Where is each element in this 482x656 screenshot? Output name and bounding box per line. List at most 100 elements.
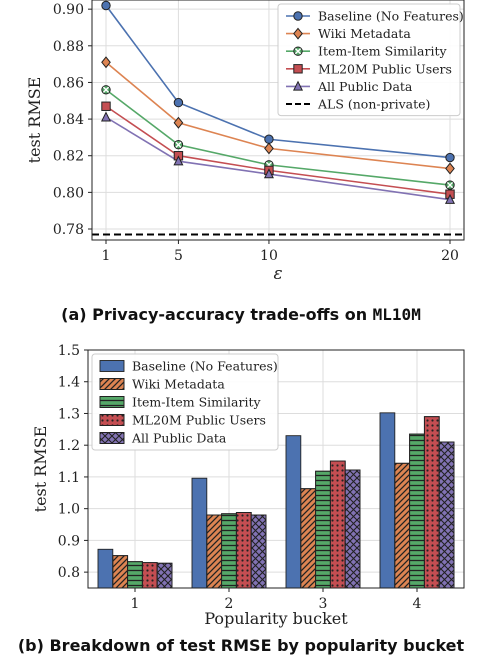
chart-b-bar-ml20m [423,416,440,589]
chart-a-series-lines [105,5,451,201]
chart-a-x-axis-label: ε [273,264,282,284]
chart-b-bar-baseline [97,548,114,589]
chart-a-legend: Baseline (No Features) Wiki Metadata Item-… [277,3,464,117]
chart-b-x-tick-label: 1 [131,596,140,612]
chart-a-y-tick-label: 0.88 [53,39,84,55]
chart-a-y-tick-label: 0.84 [53,112,84,128]
chart-a-point-baseline [445,152,455,163]
chart-a-x-ticks: 1 5 10 20 [102,240,459,264]
chart-a-frame [91,0,465,241]
chart-b-bars [97,412,455,589]
chart-a-series-line-item_item [105,89,451,186]
chart-b-y-tick-label: 1.4 [58,375,80,391]
chart-a-point-all_public [100,111,112,122]
chart-a-point-baseline [264,134,274,144]
chart-a-series-line-wiki [105,61,451,170]
chart-b-legend: Baseline (No Features) Wiki Metadata Item-… [91,353,279,451]
caption-a-dataset-code: ML10M [372,305,421,324]
chart-b-y-tick-label: 1.3 [58,406,80,422]
chart-b-y-tick-label: 1.0 [58,502,80,518]
chart-a-x-tick-label: 10 [260,248,278,264]
chart-a-legend-marker [293,27,303,40]
chart-a-y-tick-label: 0.82 [53,149,84,165]
chart-b-bar-item_item [221,513,237,589]
chart-b-legend-label: All Public Data [131,431,227,446]
chart-b-y-tick-label: 0.8 [58,565,80,581]
chart-b-bar-ml20m [141,562,158,589]
chart-a-x-tick-label: 5 [174,248,183,264]
line-chart-privacy-accuracy: 0.78 0.80 0.82 0.84 0.86 0.88 0.90 1 5 10 20 test… [25,0,465,284]
chart-b-legend-swatch [99,432,125,444]
chart-b-legend-label: Item-Item Similarity [132,395,261,410]
chart-b-bar-baseline [191,477,208,589]
chart-a-point-ml20m [101,101,111,111]
chart-b-x-tick-label: 2 [225,596,234,612]
chart-a-legend-label: Wiki Metadata [318,26,411,41]
chart-b-x-ticks: 1 2 3 4 [131,588,422,612]
chart-a-x-tick-label: 1 [102,248,111,264]
chart-a-y-tick-label: 0.78 [53,222,84,238]
chart-b-y-axis-label: test RMSE [31,426,50,513]
chart-b-bar-item_item [315,470,331,589]
chart-b-bar-all_public [250,514,267,589]
chart-a-point-wiki [173,116,184,129]
chart-b-legend-swatch [99,396,125,408]
chart-a-legend-label: ALS (non-private) [317,97,430,112]
chart-a-series-line-all_public [105,116,451,201]
chart-b-bar-all_public [438,441,455,589]
chart-a-legend-marker [292,80,304,91]
chart-a-series-markers [100,0,456,204]
chart-a-point-item_item [101,85,111,95]
chart-a-legend-label: Baseline (No Features) [318,9,464,24]
chart-a-point-wiki [264,142,274,155]
chart-a-point-wiki [445,162,455,175]
chart-a-x-tick-label: 20 [441,248,459,264]
chart-b-bar-wiki [112,555,129,589]
chart-a-point-wiki [101,56,111,69]
caption-b: (b) Breakdown of test RMSE by popularity… [17,636,465,655]
caption-a-text: (a) Privacy-accuracy trade-offs on [61,305,373,324]
chart-b-legend-box [91,353,279,451]
chart-b-bar-wiki [300,488,317,589]
chart-b-y-tick-label: 1.1 [58,470,80,486]
chart-a-point-all_public [173,155,184,166]
chart-b-y-tick-label: 1.5 [58,343,80,359]
chart-a-y-tick-label: 0.86 [53,75,84,91]
chart-a-point-baseline [173,97,184,108]
chart-a-point-item_item [173,140,184,150]
chart-a-legend-label: All Public Data [317,79,413,94]
chart-a-legend-marker [293,11,303,21]
chart-a-series-line-ml20m [105,105,451,195]
chart-b-bar-baseline [285,435,302,589]
chart-a-point-all_public [444,193,456,204]
chart-b-bar-wiki [206,514,223,589]
chart-b-legend-swatch [99,414,125,426]
chart-a-legend-label: ML20M Public Users [318,61,452,76]
chart-b-bar-baseline [379,412,396,589]
chart-b-bar-wiki [394,462,411,589]
chart-b-y-ticks: 0.8 0.9 1.0 1.1 1.2 1.3 1.4 1.5 [58,343,88,581]
chart-b-y-tick-label: 1.2 [58,438,80,454]
chart-b-bar-all_public [344,469,361,589]
chart-b-bar-all_public [156,562,173,589]
chart-b-frame [87,349,465,589]
chart-a-y-ticks: 0.78 0.80 0.82 0.84 0.86 0.88 0.90 [53,2,92,238]
chart-a-legend-box [277,3,461,117]
chart-a-series-line-baseline [105,5,451,159]
chart-a-y-tick-label: 0.90 [53,2,84,18]
chart-b-legend-swatch [99,360,125,372]
chart-b-bar-ml20m [329,460,346,589]
chart-b-y-tick-label: 0.9 [58,533,80,549]
chart-a-y-tick-label: 0.80 [53,185,84,201]
chart-a-point-baseline [101,0,111,11]
chart-b-bar-item_item [127,561,143,589]
chart-b-legend-swatch [99,378,125,390]
chart-b-legend-label: Wiki Metadata [132,377,225,392]
chart-b-legend-label: ML20M Public Users [132,413,266,428]
chart-a-legend-marker [293,64,303,74]
caption-a: (a) Privacy-accuracy trade-offs on ML10M [0,305,482,324]
chart-a-point-all_public [263,168,274,179]
chart-b-bar-item_item [409,433,425,589]
chart-a-point-item_item [445,180,455,190]
